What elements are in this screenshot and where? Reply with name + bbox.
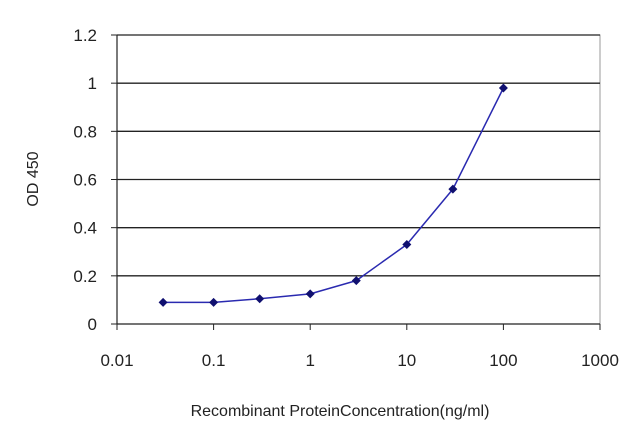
x-axis-title: Recombinant ProteinConcentration(ng/ml) — [191, 403, 490, 420]
y-axis-ticks: 0 0.2 0.4 0.6 0.8 1 1.2 — [73, 26, 117, 334]
y-tick-label: 0.6 — [73, 171, 97, 190]
data-point-marker — [158, 297, 168, 307]
y-tick-label: 0.2 — [73, 267, 97, 286]
x-tick-label: 0.01 — [100, 351, 133, 370]
data-point-marker — [351, 276, 361, 286]
x-axis-ticks: 0.01 0.1 1 10 100 1000 — [100, 324, 619, 370]
y-tick-label: 1 — [88, 74, 97, 93]
data-point-marker — [498, 83, 508, 93]
y-tick-label: 0.8 — [73, 122, 97, 141]
y-tick-label: 0.4 — [73, 219, 97, 238]
gridlines — [117, 34, 600, 277]
data-point-marker — [305, 289, 315, 299]
series-line — [163, 87, 505, 304]
data-point-marker — [209, 297, 219, 307]
y-axis-title: OD 450 — [25, 151, 42, 206]
x-tick-label: 0.1 — [202, 351, 226, 370]
x-tick-label: 100 — [489, 351, 517, 370]
x-tick-label: 10 — [397, 351, 416, 370]
x-tick-label: 1000 — [581, 351, 619, 370]
y-tick-label: 1.2 — [73, 26, 97, 45]
data-point-marker — [402, 240, 412, 250]
data-point-marker — [448, 184, 458, 194]
series-group — [158, 83, 508, 307]
data-point-marker — [255, 294, 265, 304]
y-tick-label: 0 — [88, 315, 97, 334]
x-tick-label: 1 — [305, 351, 314, 370]
